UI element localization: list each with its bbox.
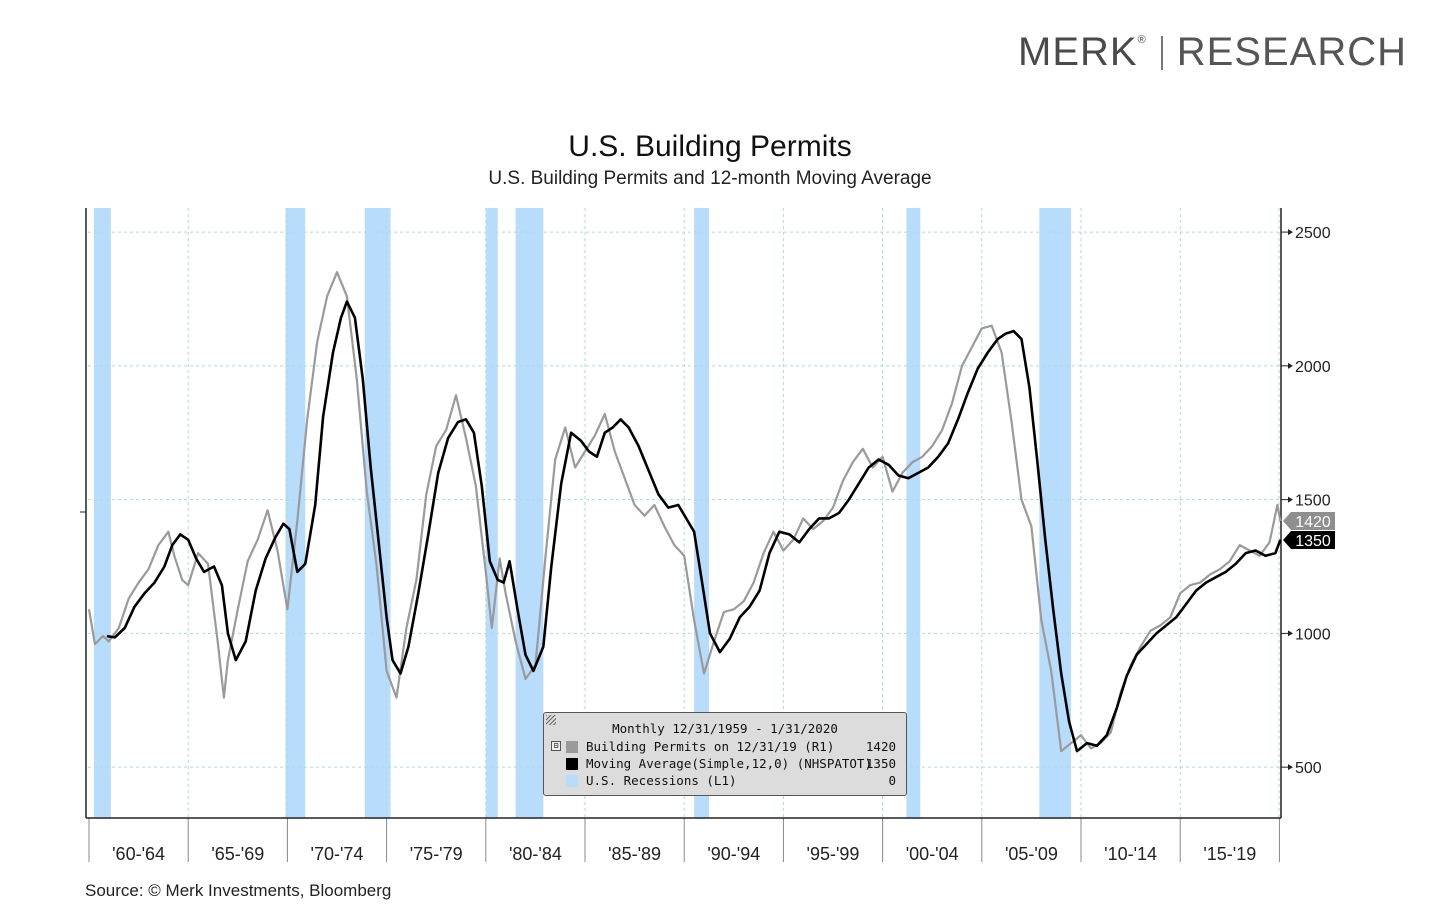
legend-drag-handle-icon[interactable] — [546, 715, 556, 725]
moving-average-series-line — [106, 300, 1282, 753]
recession-band — [906, 208, 921, 818]
y-tick-label: 500 — [1295, 760, 1322, 777]
trademark-symbol: ® — [1137, 34, 1147, 46]
brand-division: RESEARCH — [1176, 30, 1407, 74]
legend-value-permits: 1420 — [865, 739, 896, 754]
legend-label-recessions: U.S. Recessions (L1) — [586, 773, 737, 788]
recession-band — [515, 208, 544, 818]
last-value-label: 1420 — [1295, 514, 1331, 531]
legend-swatch-moving-average — [566, 758, 578, 770]
x-tick-label: '10-'14 — [1104, 844, 1157, 864]
x-tick-label: '60-'64 — [112, 844, 165, 864]
recession-band — [93, 208, 111, 818]
recession-band — [1039, 208, 1072, 818]
legend-swatch-recessions — [566, 775, 578, 787]
y-tick-marker — [1288, 362, 1293, 369]
brand-divider — [1160, 35, 1163, 70]
merk-research-logo: MERK® RESEARCH — [1018, 30, 1407, 75]
legend-item-recessions: U.S. Recessions (L1) 0 — [566, 773, 896, 789]
permits-series-line — [87, 271, 1282, 753]
y-tick-label: 2500 — [1295, 225, 1331, 242]
y-tick-marker — [1288, 764, 1293, 771]
x-tick-label: '85-'89 — [608, 844, 661, 864]
y-tick-label: 1500 — [1295, 493, 1331, 510]
y-tick-label: 2000 — [1295, 359, 1331, 376]
legend-collapse-icon[interactable]: ⊟ — [551, 741, 561, 751]
last-value-tag — [1283, 531, 1335, 549]
source-note: Source: © Merk Investments, Bloomberg — [85, 881, 392, 900]
x-tick-label: '05-'09 — [1005, 844, 1058, 864]
x-tick-label: '95-'99 — [807, 844, 860, 864]
x-tick-label: '00-'04 — [906, 844, 959, 864]
recession-band — [285, 208, 306, 818]
legend-label-permits: Building Permits on 12/31/19 (R1) — [586, 739, 835, 754]
x-tick-label: '65-'69 — [211, 844, 264, 864]
x-tick-label: '90-'94 — [707, 844, 760, 864]
x-tick-label: '80-'84 — [509, 844, 562, 864]
x-tick-label: '70-'74 — [311, 844, 364, 864]
legend-item-moving-average: Moving Average(Simple,12,0) (NHSPATOT) 1… — [566, 756, 896, 772]
last-value-tag — [1283, 512, 1335, 530]
legend-value-recessions: 0 — [888, 773, 896, 788]
chart-legend[interactable]: ⊟ Monthly 12/31/1959 - 1/31/2020 Buildin… — [543, 712, 907, 796]
legend-item-permits: Building Permits on 12/31/19 (R1) 1420 — [566, 739, 896, 755]
x-tick-label: '75-'79 — [410, 844, 463, 864]
chart-subtitle: U.S. Building Permits and 12-month Movin… — [488, 168, 932, 189]
y-tick-label: 1000 — [1295, 626, 1331, 643]
y-tick-marker — [1288, 229, 1293, 236]
legend-value-moving-average: 1350 — [865, 756, 896, 771]
legend-swatch-permits — [566, 741, 578, 753]
recession-band — [485, 208, 498, 818]
y-tick-marker — [1288, 630, 1293, 637]
legend-header: Monthly 12/31/1959 - 1/31/2020 — [612, 721, 838, 736]
chart-title: U.S. Building Permits — [568, 130, 852, 163]
x-tick-label: '15-'19 — [1203, 844, 1256, 864]
brand-name: MERK® — [1018, 30, 1147, 74]
recession-band — [694, 208, 710, 818]
legend-label-moving-average: Moving Average(Simple,12,0) (NHSPATOT) — [586, 756, 872, 771]
y-tick-marker — [1288, 496, 1293, 503]
last-value-label: 1350 — [1295, 533, 1331, 550]
